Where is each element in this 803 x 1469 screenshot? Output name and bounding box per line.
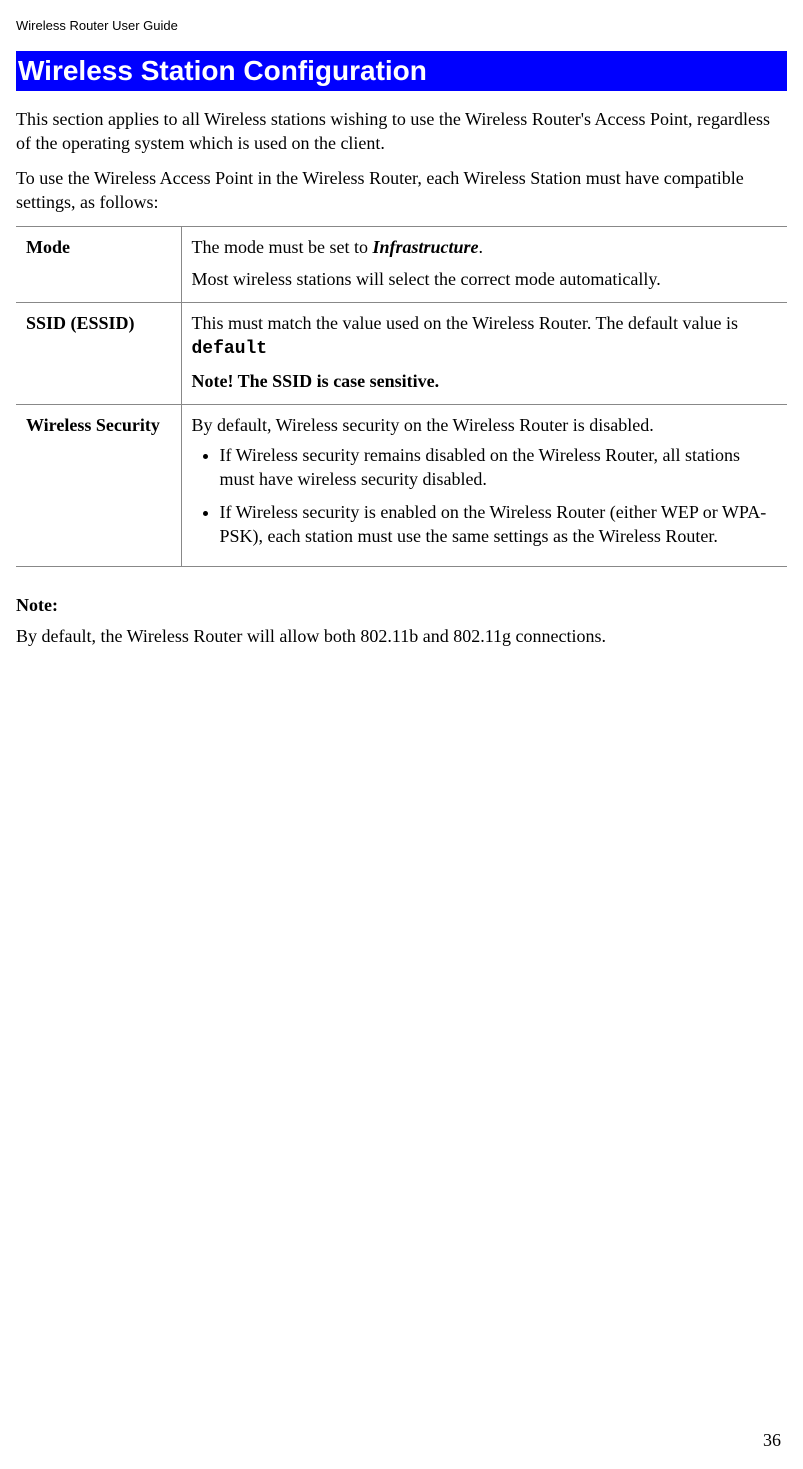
note-label: Note:: [16, 595, 787, 616]
settings-table: Mode The mode must be set to Infrastruct…: [16, 226, 787, 567]
row-mode-emph: Infrastructure: [372, 237, 478, 257]
row-ssid-key: SSID (ESSID): [16, 302, 181, 404]
page-container: Wireless Router User Guide Wireless Stat…: [0, 0, 803, 1469]
row-security-line1: By default, Wireless security on the Wir…: [192, 413, 778, 437]
row-ssid-text: This must match the value used on the Wi…: [192, 313, 739, 333]
row-security-bullets: If Wireless security remains disabled on…: [192, 443, 778, 548]
table-row: SSID (ESSID) This must match the value u…: [16, 302, 787, 404]
row-mode-line1: The mode must be set to Infrastructure.: [192, 235, 778, 259]
row-ssid-line1: This must match the value used on the Wi…: [192, 311, 778, 362]
row-mode-value: The mode must be set to Infrastructure. …: [181, 227, 787, 303]
intro-paragraph-2: To use the Wireless Access Point in the …: [16, 166, 787, 215]
list-item: If Wireless security remains disabled on…: [220, 443, 778, 492]
row-ssid-note: Note! The SSID is case sensitive.: [192, 369, 778, 393]
intro-paragraph-1: This section applies to all Wireless sta…: [16, 107, 787, 156]
list-item: If Wireless security is enabled on the W…: [220, 500, 778, 549]
row-ssid-code: default: [192, 339, 268, 359]
section-heading: Wireless Station Configuration: [16, 51, 787, 91]
row-mode-suffix: .: [479, 237, 484, 257]
row-mode-prefix: The mode must be set to: [192, 237, 373, 257]
row-ssid-value: This must match the value used on the Wi…: [181, 302, 787, 404]
doc-header-title: Wireless Router User Guide: [16, 18, 787, 33]
table-row: Mode The mode must be set to Infrastruct…: [16, 227, 787, 303]
note-text: By default, the Wireless Router will all…: [16, 624, 787, 648]
row-security-key: Wireless Security: [16, 404, 181, 566]
row-mode-key: Mode: [16, 227, 181, 303]
table-row: Wireless Security By default, Wireless s…: [16, 404, 787, 566]
row-security-value: By default, Wireless security on the Wir…: [181, 404, 787, 566]
page-number: 36: [763, 1430, 781, 1451]
row-mode-line2: Most wireless stations will select the c…: [192, 267, 778, 291]
